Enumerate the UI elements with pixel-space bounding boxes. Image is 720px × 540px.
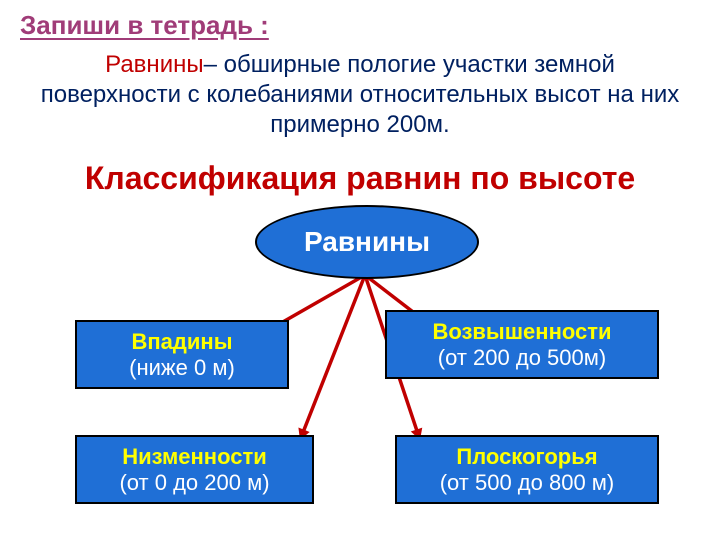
- heading-write-in-notebook: Запиши в тетрадь :: [20, 10, 269, 41]
- root-node-label: Равнины: [304, 226, 430, 258]
- box-lowlands-sub: (от 0 до 200 м): [119, 470, 269, 495]
- box-lowlands-label: Низменности: [122, 444, 267, 469]
- definition-term: Равнины: [105, 51, 203, 78]
- box-depressions: Впадины (ниже 0 м): [75, 320, 289, 389]
- slide: Запиши в тетрадь : Равнины– обширные пол…: [0, 0, 720, 540]
- definition-text: Равнины– обширные пологие участки земной…: [40, 50, 680, 140]
- root-node: Равнины: [255, 205, 479, 279]
- heading-classification: Классификация равнин по высоте: [0, 160, 720, 197]
- box-plateaus: Плоскогорья (от 500 до 800 м): [395, 435, 659, 504]
- box-uplands-sub: (от 200 до 500м): [438, 345, 606, 370]
- box-depressions-label: Впадины: [132, 329, 233, 354]
- box-uplands: Возвышенности (от 200 до 500м): [385, 310, 659, 379]
- box-plateaus-label: Плоскогорья: [456, 444, 597, 469]
- box-lowlands: Низменности (от 0 до 200 м): [75, 435, 314, 504]
- box-uplands-label: Возвышенности: [432, 319, 611, 344]
- box-plateaus-sub: (от 500 до 800 м): [440, 470, 615, 495]
- box-depressions-sub: (ниже 0 м): [129, 355, 235, 380]
